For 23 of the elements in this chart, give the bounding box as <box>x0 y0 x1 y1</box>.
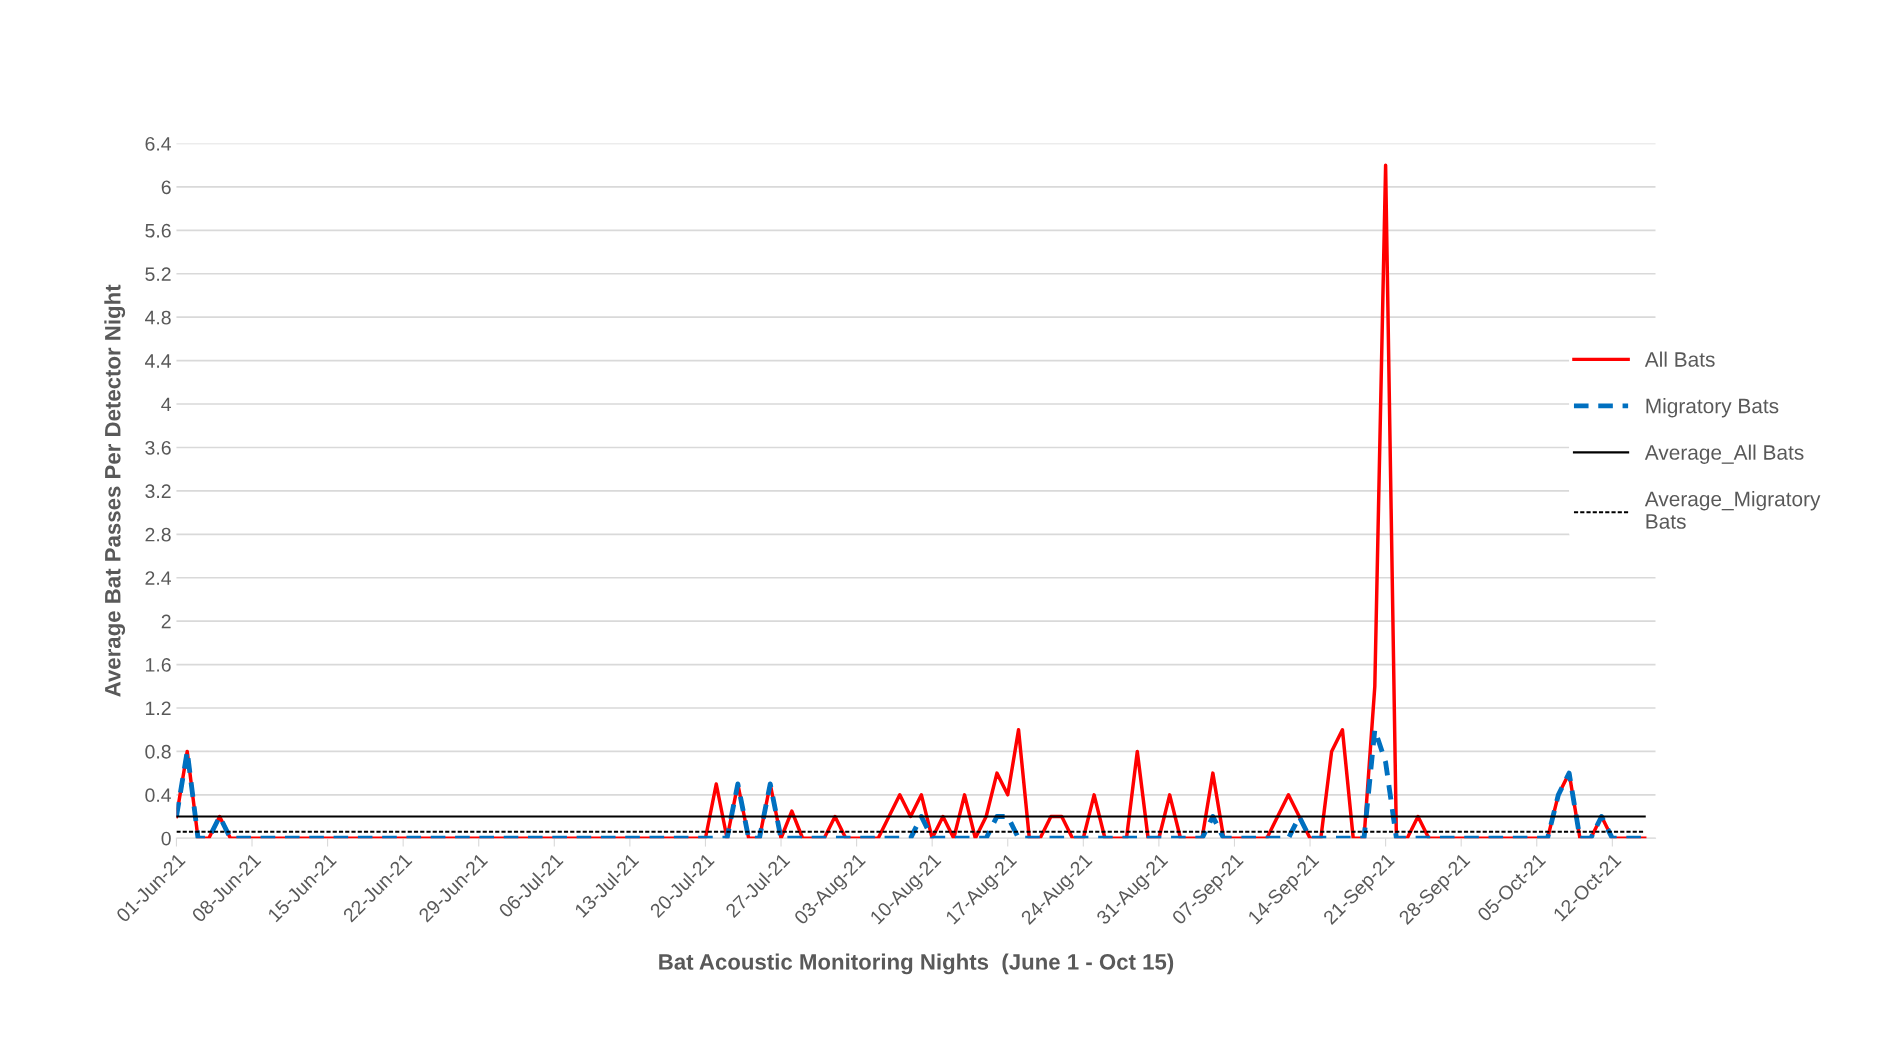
y-tick-label: 5.2 <box>145 267 171 282</box>
y-tick-label: 4.8 <box>145 310 171 325</box>
y-tick-label: 1.6 <box>146 658 171 672</box>
y-tick-label: 5.6 <box>145 223 171 238</box>
legend-label: All Bats <box>1644 351 1715 367</box>
y-tick-label: 2 <box>161 614 171 629</box>
y-tick-label: 0.8 <box>145 744 171 759</box>
y-tick-label: 1.2 <box>146 701 171 716</box>
y-tick-label: 6 <box>161 180 171 195</box>
y-tick-label: 0 <box>161 831 171 846</box>
y-axis-title: Average Bat Passes Per Detector Night <box>104 284 126 697</box>
y-tick-label: 3.2 <box>145 484 171 499</box>
y-tick-label: 3.6 <box>145 440 171 455</box>
y-tick-label: 2.4 <box>145 571 172 585</box>
y-tick-label: 4 <box>161 397 172 412</box>
legend-label: Average_Migratory Bats <box>1644 491 1821 529</box>
y-tick-label: 0.4 <box>145 788 172 803</box>
y-tick-label: 4.4 <box>145 354 172 368</box>
y-tick-label: 6.4 <box>145 136 172 151</box>
x-axis-title: Bat Acoustic Monitoring Nights (June 1 - Oct 15) <box>659 953 1174 975</box>
legend-label: Average_All Bats <box>1644 444 1804 464</box>
legend-label: Migratory Bats <box>1646 398 1779 418</box>
y-tick-label: 2.8 <box>145 527 171 542</box>
